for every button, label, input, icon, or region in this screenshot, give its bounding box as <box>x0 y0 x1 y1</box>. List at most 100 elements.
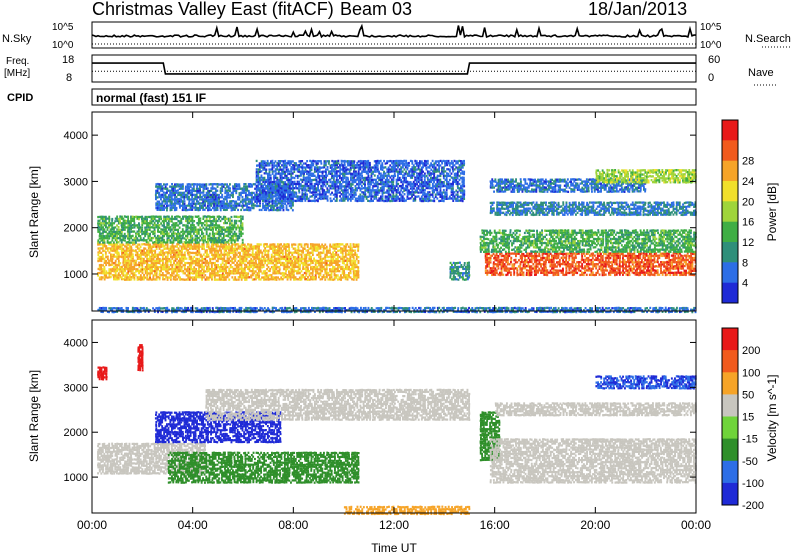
echo-cell <box>111 263 114 266</box>
echo-cell <box>137 232 140 236</box>
echo-cell <box>213 251 216 254</box>
echo-cell <box>211 278 213 281</box>
echo-cell <box>172 194 175 197</box>
echo-cell <box>103 243 106 246</box>
echo-cell <box>242 249 245 252</box>
echo-cell <box>158 272 161 275</box>
echo-cell <box>351 172 354 175</box>
echo-cell <box>207 253 210 256</box>
echo-cell <box>193 247 196 250</box>
echo-cell <box>286 253 289 256</box>
echo-cell <box>234 264 237 267</box>
echo-cell <box>114 249 117 252</box>
echo-cell <box>174 255 177 258</box>
echo-cell <box>178 191 181 194</box>
echo-cell <box>275 253 278 256</box>
echo-cell <box>261 266 264 269</box>
echo-cell <box>266 268 268 271</box>
echo-cell <box>215 278 218 281</box>
echo-cell <box>221 274 224 277</box>
echo-cell <box>122 249 125 252</box>
echo-cell <box>144 261 147 264</box>
echo-cell <box>244 278 246 281</box>
echo-cell <box>288 253 290 256</box>
echo-cell <box>217 245 219 248</box>
echo-cell <box>155 278 158 281</box>
echo-cell <box>184 257 186 260</box>
echo-cell <box>244 274 246 277</box>
echo-cell <box>341 249 344 252</box>
echo-cell <box>195 278 198 281</box>
echo-cell <box>174 226 176 229</box>
echo-cell <box>351 262 354 265</box>
echo-cell <box>238 219 241 223</box>
echo-cell <box>348 160 351 163</box>
echo-cell <box>331 199 333 202</box>
echo-cell <box>311 267 314 271</box>
echo-cell <box>343 163 346 167</box>
echo-cell <box>108 276 111 279</box>
echo-cell <box>205 185 208 188</box>
echo-cell <box>180 251 183 254</box>
echo-cell <box>176 251 178 254</box>
echo-cell <box>270 260 273 263</box>
echo-cell <box>210 263 213 267</box>
echo-cell <box>115 239 118 242</box>
echo-cell <box>169 245 172 248</box>
echo-cell <box>138 249 141 252</box>
echo-cell <box>308 253 311 257</box>
echo-cell <box>207 263 210 267</box>
echo-cell <box>224 228 227 231</box>
echo-cell <box>98 264 101 267</box>
echo-cell <box>344 276 347 279</box>
echo-cell <box>217 253 220 256</box>
echo-cell <box>278 249 281 252</box>
echo-cell <box>322 267 325 271</box>
echo-cell <box>106 239 109 242</box>
echo-cell <box>322 251 325 254</box>
echo-cell <box>308 274 311 277</box>
echo-cell <box>216 241 219 244</box>
echo-cell <box>183 245 186 248</box>
echo-cell <box>143 262 146 265</box>
cpid-value: normal (fast) 151 IF <box>96 91 206 105</box>
echo-cell <box>284 249 287 252</box>
echo-cell <box>113 255 115 258</box>
echo-cell <box>210 204 213 207</box>
echo-cell <box>117 259 120 263</box>
echo-cell <box>280 255 283 258</box>
echo-cell <box>251 247 254 250</box>
echo-cell <box>283 268 285 271</box>
echo-cell <box>193 255 196 259</box>
echo-cell <box>184 243 187 246</box>
echo-cell <box>181 187 184 190</box>
echo-cell <box>303 263 306 267</box>
echo-cell <box>269 267 272 271</box>
echo-cell <box>111 222 114 225</box>
echo-cell <box>328 189 331 192</box>
echo-cell <box>131 243 134 246</box>
echo-cell <box>165 260 168 263</box>
echo-cell <box>352 260 355 263</box>
echo-cell <box>286 243 289 246</box>
echo-cell <box>352 264 355 267</box>
echo-cell <box>313 276 315 279</box>
echo-cell <box>127 249 130 253</box>
echo-cell <box>151 269 153 273</box>
echo-cell <box>98 251 101 254</box>
echo-cell <box>116 274 119 277</box>
echo-cell <box>289 274 292 277</box>
echo-cell <box>246 274 249 277</box>
echo-cell <box>116 255 118 259</box>
echo-cell <box>275 261 278 265</box>
echo-cell <box>234 267 237 270</box>
echo-cell <box>97 259 100 263</box>
echo-cell <box>310 183 313 186</box>
echo-cell <box>234 247 237 250</box>
echo-cell <box>302 257 305 261</box>
echo-cell <box>164 193 167 197</box>
echo-cell <box>351 267 353 270</box>
echo-cell <box>255 191 258 194</box>
echo-cell <box>282 160 285 163</box>
echo-cell <box>288 259 291 263</box>
